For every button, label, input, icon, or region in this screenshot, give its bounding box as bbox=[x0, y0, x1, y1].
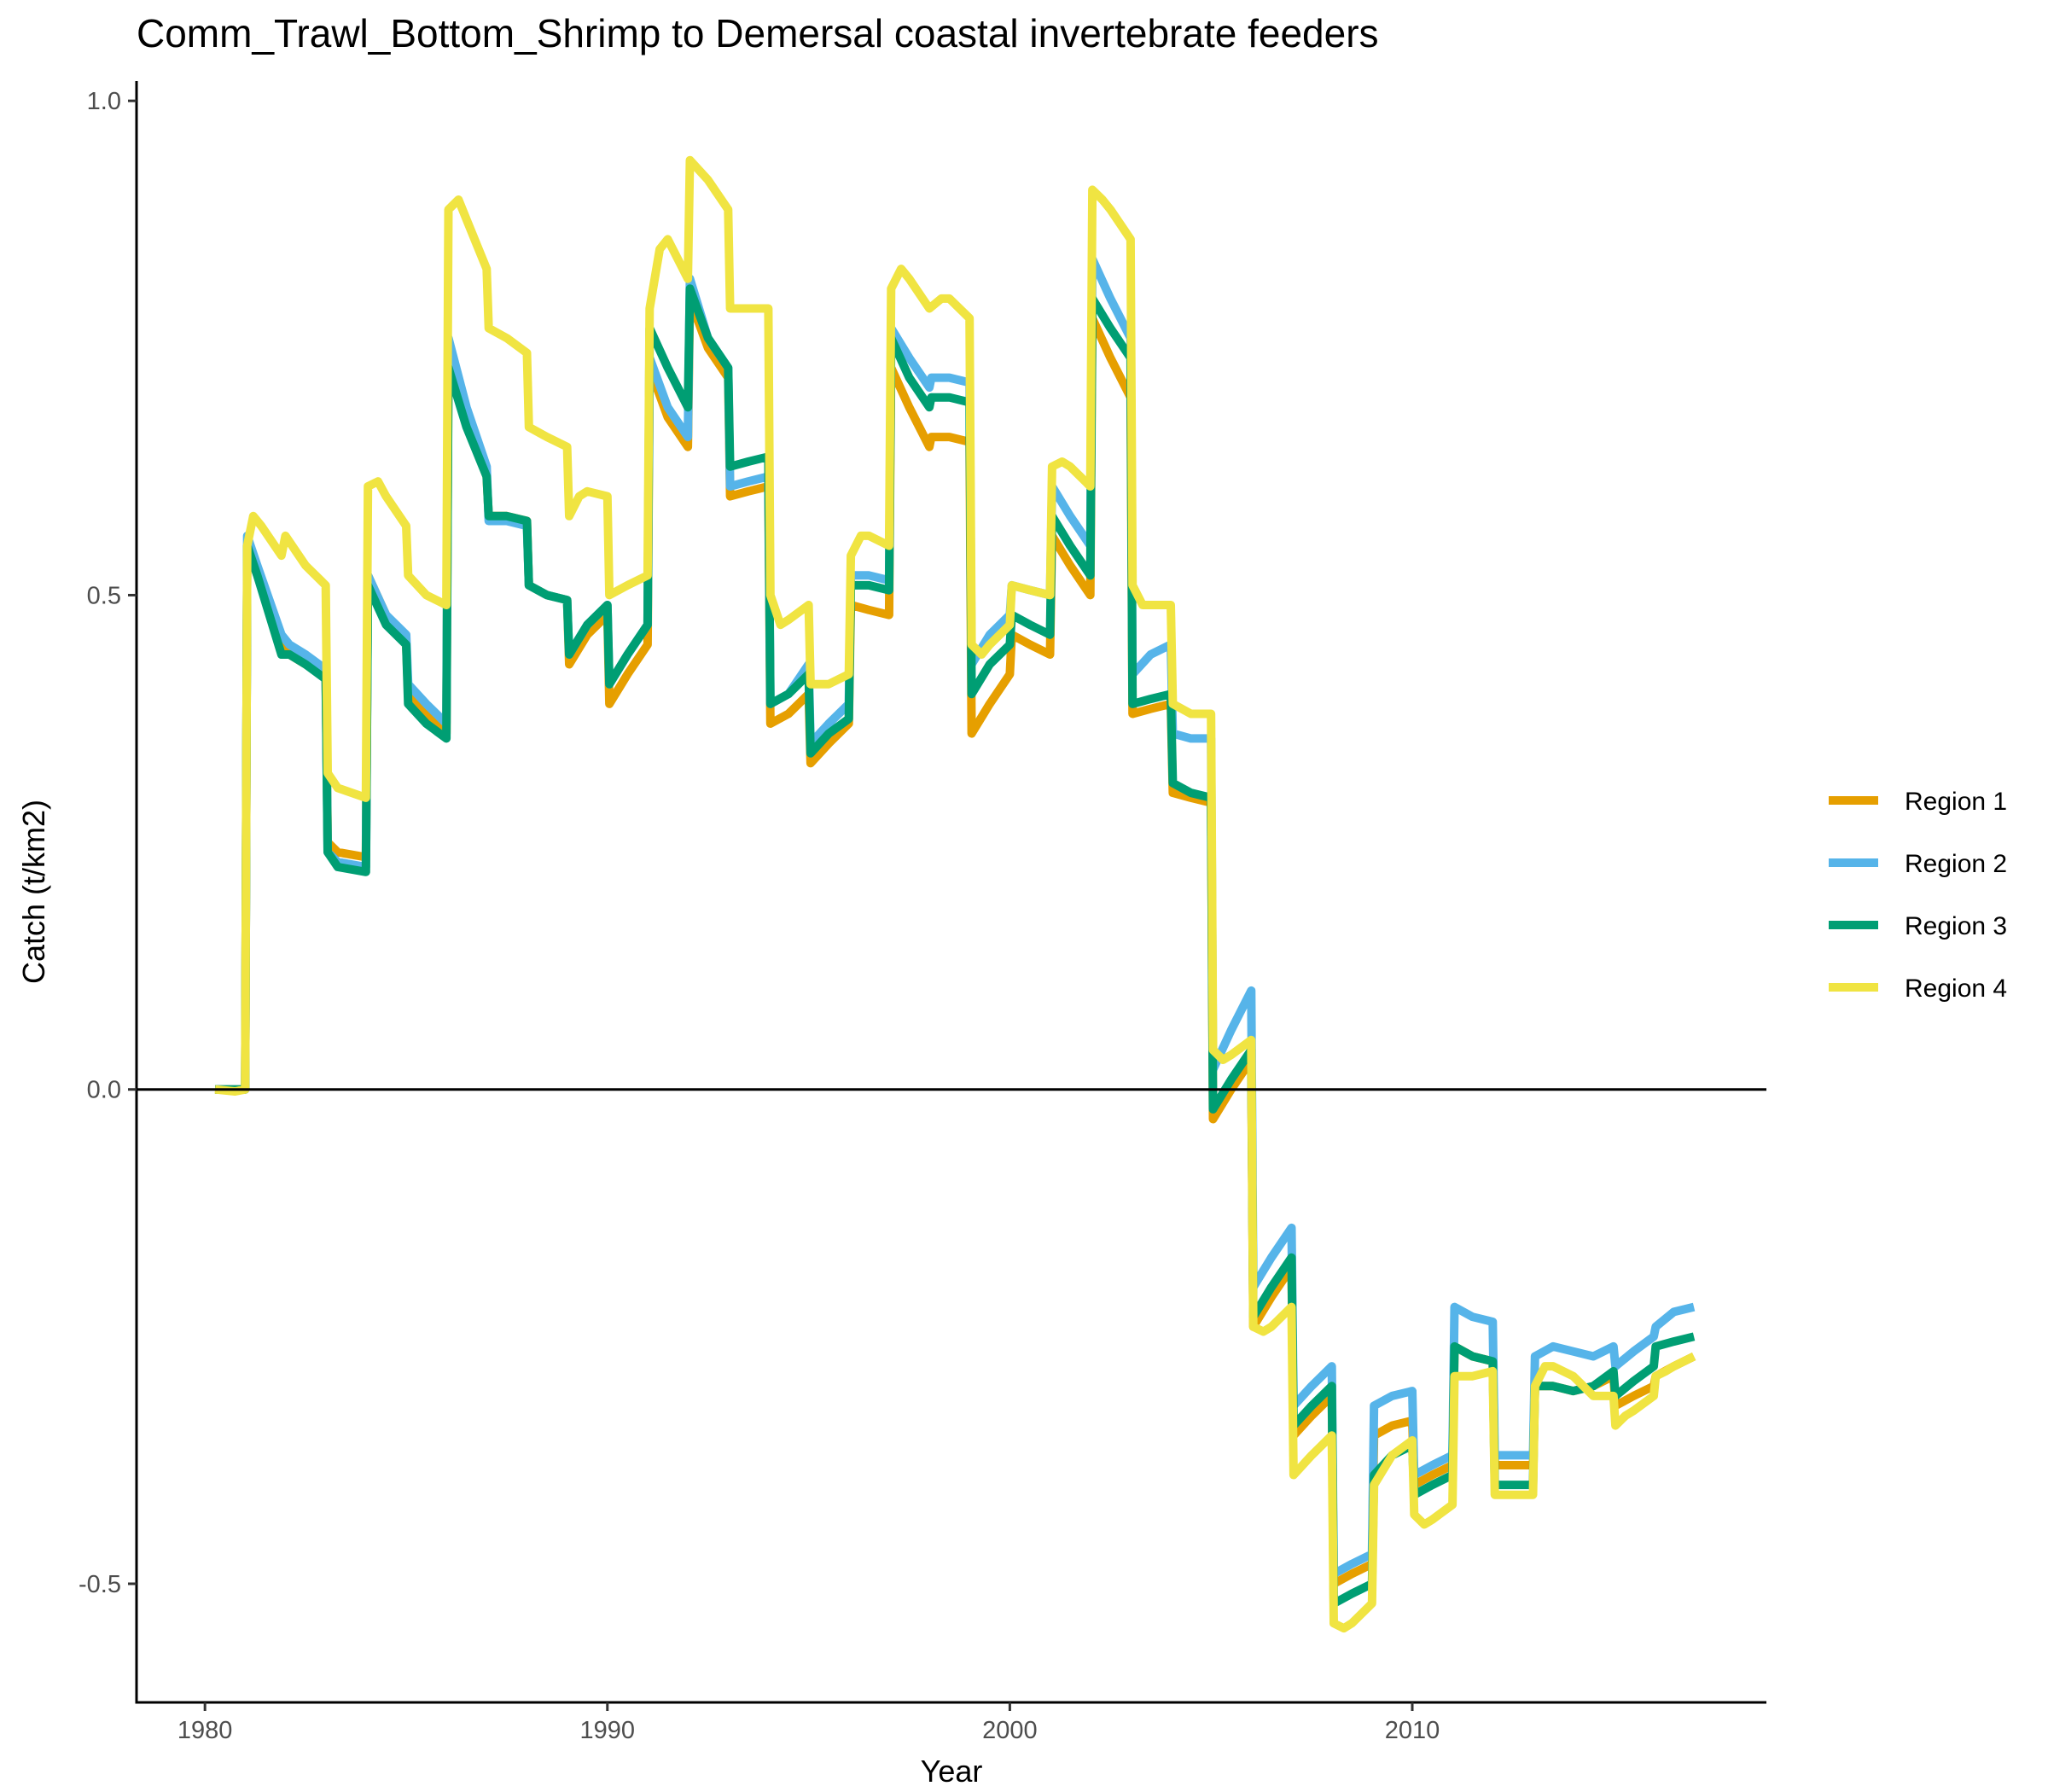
legend-label-region-3: Region 3 bbox=[1905, 912, 2007, 940]
x-axis-title: Year bbox=[921, 1754, 983, 1789]
y-tick-label: 0.0 bbox=[87, 1077, 121, 1104]
series-line-region-1 bbox=[215, 294, 1696, 1588]
y-tick-label: -0.5 bbox=[79, 1571, 121, 1598]
chart-title: Comm_Trawl_Bottom_Shrimp to Demersal coa… bbox=[137, 11, 1379, 55]
y-axis-title: Catch (t/km2) bbox=[16, 800, 51, 984]
series-line-region-4 bbox=[214, 155, 1696, 1633]
y-tick-label: 0.5 bbox=[87, 582, 121, 609]
legend: Region 1 Region 2 Region 3 Region 4 bbox=[1829, 788, 2007, 1003]
x-tick-label: 2010 bbox=[1385, 1717, 1440, 1744]
x-tick-label: 1980 bbox=[177, 1717, 233, 1744]
y-tick-label: 1.0 bbox=[87, 88, 121, 115]
legend-label-region-4: Region 4 bbox=[1905, 975, 2007, 1003]
legend-label-region-2: Region 2 bbox=[1905, 850, 2007, 878]
series-line-region-3 bbox=[215, 284, 1696, 1609]
x-tick-label: 2000 bbox=[982, 1717, 1038, 1744]
x-tick-label: 1990 bbox=[580, 1717, 636, 1744]
series-layer bbox=[214, 155, 1696, 1633]
legend-label-region-1: Region 1 bbox=[1905, 788, 2007, 816]
y-axis-ticks: -0.5 0.0 0.5 1.0 bbox=[79, 88, 137, 1598]
x-axis-ticks: 1980 1990 2000 2010 bbox=[177, 1702, 1440, 1744]
